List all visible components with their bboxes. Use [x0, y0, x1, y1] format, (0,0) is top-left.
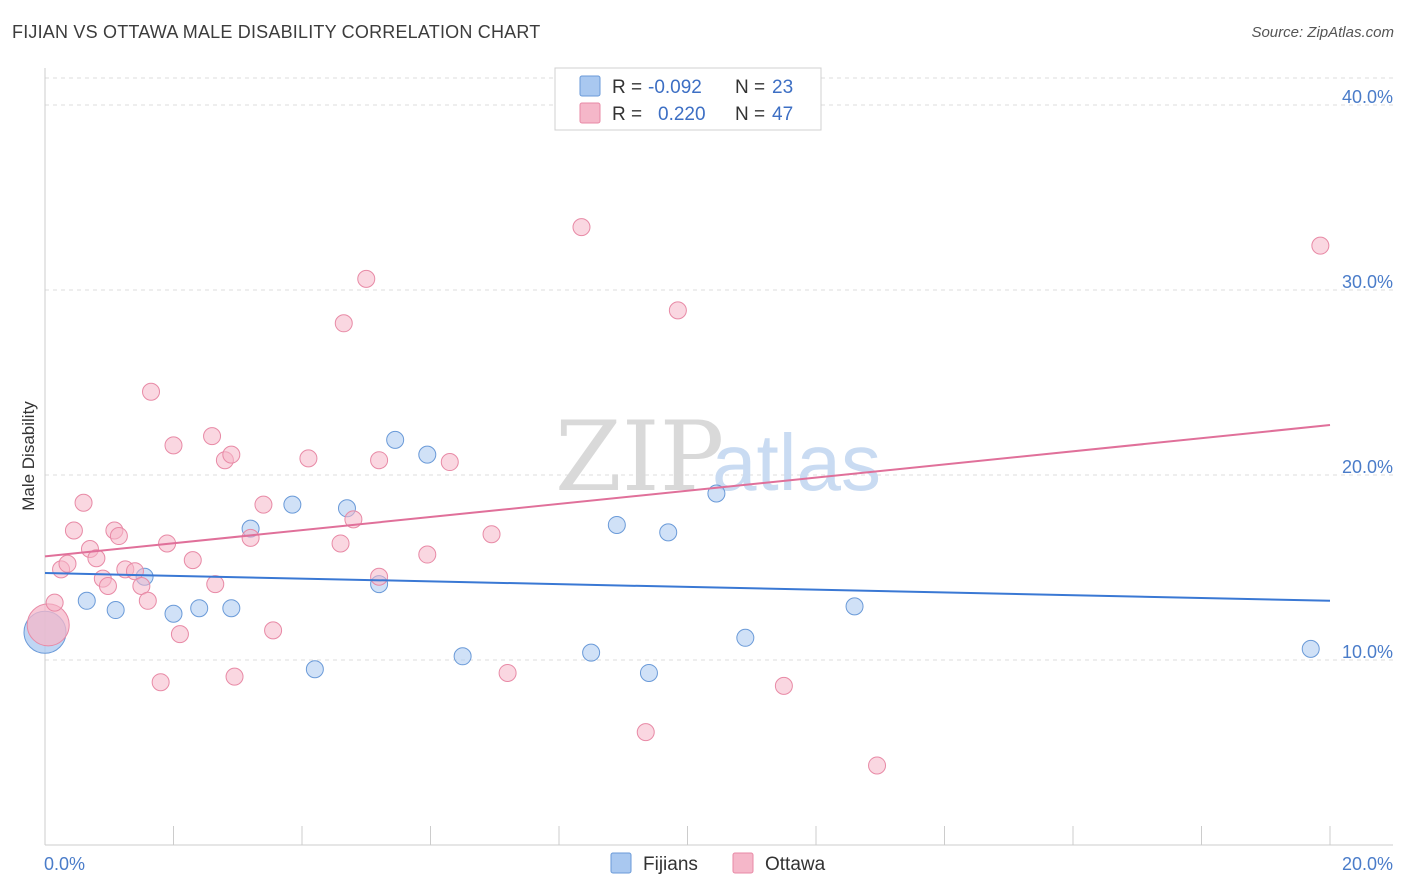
point-ottawa-25: [222, 445, 241, 464]
data-points: [23, 218, 1330, 775]
point-ottawa-5: [74, 493, 93, 512]
point-fijians-2: [106, 601, 125, 620]
point-ottawa-29: [264, 621, 283, 640]
series-legend-label-fijians: Fijians: [643, 854, 698, 875]
watermark: ZIP atlas: [555, 401, 881, 513]
point-ottawa-28: [254, 495, 273, 514]
point-fijians-15: [582, 643, 601, 662]
point-fijians-8: [283, 495, 302, 514]
point-ottawa-26: [225, 667, 244, 686]
correlation-legend: R = -0.092 N = 23 R = 0.220 N = 47: [554, 67, 822, 131]
point-ottawa-3: [58, 554, 77, 573]
legend-swatch-ottawa: [579, 102, 601, 124]
chart-title: FIJIAN VS OTTAWA MALE DISABILITY CORRELA…: [12, 22, 541, 42]
x-ticks: [173, 826, 1331, 845]
point-ottawa-4: [64, 521, 83, 540]
point-ottawa-35: [370, 451, 389, 470]
point-ottawa-43: [668, 301, 687, 320]
point-ottawa-37: [418, 545, 437, 564]
point-ottawa-39: [482, 525, 501, 544]
series-legend-swatch-fijians: [610, 852, 632, 874]
x-tick-label-max: 20.0%: [1342, 854, 1393, 874]
point-ottawa-21: [183, 551, 202, 570]
trend-lines: [44, 424, 1331, 602]
legend-r-label-1: R =: [612, 77, 642, 98]
point-fijians-1: [77, 591, 96, 610]
point-ottawa-0: [26, 603, 70, 647]
point-ottawa-41: [572, 218, 591, 237]
point-ottawa-19: [164, 436, 183, 455]
point-fijians-4: [164, 604, 183, 623]
point-fijians-22: [1301, 639, 1320, 658]
point-ottawa-30: [299, 449, 318, 468]
point-ottawa-23: [206, 575, 225, 594]
point-ottawa-17: [151, 673, 170, 692]
watermark-atlas: atlas: [712, 418, 881, 507]
point-ottawa-22: [203, 427, 222, 446]
point-ottawa-34: [357, 269, 376, 288]
legend-r-value-1: -0.092: [648, 77, 702, 98]
watermark-zip: ZIP: [555, 401, 724, 513]
y-tick-label-10: 10.0%: [1342, 642, 1393, 662]
point-ottawa-46: [1311, 236, 1330, 255]
point-fijians-17: [639, 663, 658, 682]
point-ottawa-38: [440, 453, 459, 472]
series-legend: Fijians Ottawa: [610, 852, 826, 875]
point-ottawa-45: [868, 756, 887, 775]
point-fijians-18: [659, 523, 678, 542]
point-ottawa-44: [774, 676, 793, 695]
legend-n-label-1: N =: [735, 77, 765, 98]
point-fijians-6: [222, 599, 241, 618]
axes: [44, 68, 1393, 846]
point-ottawa-36: [370, 567, 389, 586]
point-ottawa-11: [109, 527, 128, 546]
point-fijians-13: [418, 445, 437, 464]
legend-r-label-2: R =: [612, 104, 642, 125]
point-ottawa-9: [98, 577, 117, 595]
point-fijians-9: [305, 660, 324, 679]
point-ottawa-32: [334, 314, 353, 333]
point-ottawa-31: [331, 534, 350, 553]
x-tick-label-min: 0.0%: [44, 854, 85, 874]
point-fijians-12: [386, 430, 405, 449]
grid-lines: [45, 77, 1393, 661]
point-ottawa-42: [636, 723, 655, 742]
legend-n-label-2: N =: [735, 104, 765, 125]
y-axis-label: Male Disability: [19, 401, 38, 511]
point-ottawa-40: [498, 663, 517, 682]
point-ottawa-7: [87, 549, 106, 568]
legend-n-value-1: 23: [772, 77, 793, 98]
point-ottawa-27: [241, 528, 260, 547]
y-tick-label-20: 20.0%: [1342, 457, 1393, 477]
trend-line-fijians: [44, 572, 1331, 602]
point-fijians-19: [707, 484, 726, 503]
y-tick-label-40: 40.0%: [1342, 87, 1393, 107]
point-fijians-20: [736, 628, 755, 647]
point-ottawa-20: [170, 625, 189, 644]
point-ottawa-15: [138, 591, 157, 610]
series-legend-label-ottawa: Ottawa: [765, 854, 826, 875]
series-legend-swatch-ottawa: [732, 852, 754, 874]
point-fijians-5: [190, 599, 209, 618]
point-fijians-16: [607, 515, 626, 534]
y-tick-label-30: 30.0%: [1342, 272, 1393, 292]
point-fijians-21: [845, 597, 864, 616]
legend-swatch-fijians: [579, 75, 601, 97]
point-ottawa-1: [45, 593, 64, 612]
trend-line-ottawa: [44, 424, 1331, 558]
legend-r-value-2: 0.220: [658, 104, 706, 125]
y-tick-labels: 10.0% 20.0% 30.0% 40.0%: [1342, 87, 1393, 662]
legend-n-value-2: 47: [772, 104, 793, 125]
source-label: Source: ZipAtlas.com: [1251, 24, 1394, 41]
point-ottawa-16: [142, 382, 161, 401]
point-fijians-14: [453, 647, 472, 666]
